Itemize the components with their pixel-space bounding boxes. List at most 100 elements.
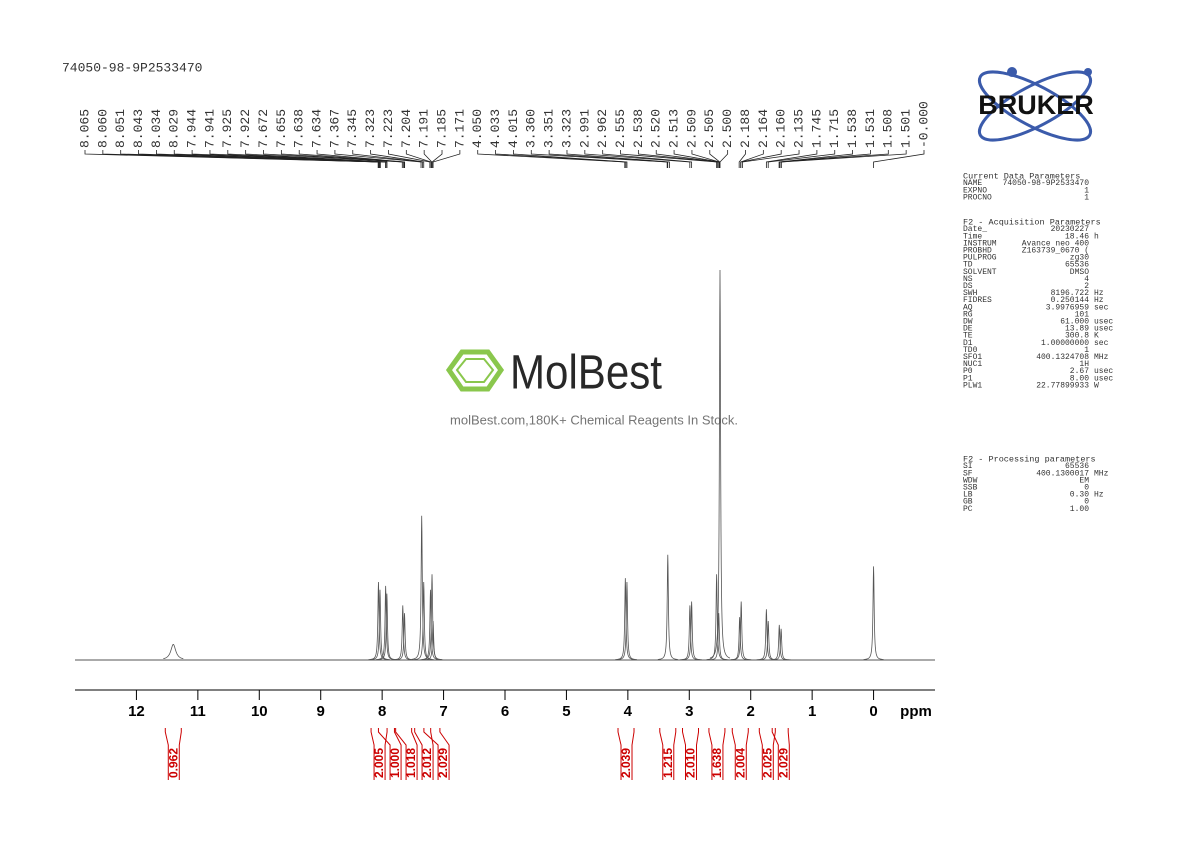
peak-label: 4.015	[506, 109, 521, 148]
peak-label: 8.029	[167, 109, 182, 148]
param-name: SWH	[963, 289, 978, 298]
peak-connector	[566, 150, 670, 168]
integral-label: 1.000	[388, 748, 402, 778]
integral-bracket	[731, 728, 749, 780]
param-value: zg30	[1070, 254, 1089, 263]
integral-label: 2.004	[733, 748, 747, 778]
peak-label: 2.991	[577, 109, 592, 148]
x-tick-label: 0	[869, 703, 877, 720]
peak-connector	[780, 150, 907, 168]
peak	[411, 515, 432, 660]
peak-label: -0.000	[916, 101, 931, 148]
peak-label: 2.135	[791, 109, 806, 148]
peak-label: 8.051	[113, 109, 128, 148]
peak-label: 7.191	[417, 109, 432, 148]
x-tick-label: 3	[685, 703, 693, 720]
integral-label: 2.029	[436, 748, 450, 778]
peak	[729, 617, 750, 661]
peak-connector	[316, 150, 406, 168]
peak-connector	[388, 150, 431, 168]
param-value: 65536	[1065, 261, 1089, 270]
param-name: PULPROG	[963, 254, 997, 263]
param-value: 0	[1084, 498, 1089, 507]
param-unit: K	[1094, 332, 1099, 341]
peak-label: 7.323	[363, 109, 378, 148]
x-tick-label: 10	[251, 703, 268, 720]
x-tick-label: 2	[747, 703, 755, 720]
peak-connector	[431, 150, 443, 168]
param-value: 0.30	[1070, 491, 1089, 500]
integral-bracket	[395, 728, 418, 780]
peak	[771, 628, 792, 661]
peak-connector	[548, 150, 669, 168]
param-name: P1	[963, 374, 973, 383]
param-unit: usec	[1094, 367, 1113, 376]
peak	[376, 593, 397, 661]
peak-connector	[779, 150, 871, 168]
param-name: SFO1	[963, 353, 982, 362]
param-value: 101	[1075, 310, 1090, 319]
peak	[731, 601, 752, 661]
integral-label: 2.039	[619, 748, 633, 778]
param-name: PROBHD	[963, 247, 992, 256]
integral-bracket	[682, 728, 700, 780]
param-value: 2	[1084, 282, 1089, 291]
param-value: 0	[1084, 484, 1089, 493]
peak-label: 7.185	[434, 109, 449, 148]
peak-connector	[280, 150, 404, 168]
peak-label: 7.171	[452, 109, 467, 148]
integral-bracket	[708, 728, 726, 780]
peak-label: 1.715	[827, 109, 842, 148]
peak-label: 8.065	[77, 109, 92, 148]
peak-connector	[477, 150, 626, 168]
peak-connector	[584, 150, 691, 168]
param-value: 18.46	[1065, 232, 1089, 241]
peak-connector	[709, 150, 721, 168]
param-unit: W	[1094, 381, 1099, 390]
peak-connector	[513, 150, 628, 168]
peak-connector	[530, 150, 668, 168]
x-tick-label: 8	[378, 703, 386, 720]
peak-connector	[173, 150, 381, 168]
param-value: Z163739_0670 (	[1022, 247, 1089, 256]
peak-connector	[334, 150, 422, 168]
peak-label: 2.160	[774, 109, 789, 148]
peak-connector	[370, 150, 425, 168]
param-value: 0.250144	[1051, 296, 1090, 305]
peak-connector	[637, 150, 719, 168]
integral-bracket	[758, 728, 776, 780]
bruker-logo: BRUKER	[977, 67, 1094, 142]
peak-label: 1.501	[899, 109, 914, 148]
peak-connector	[209, 150, 387, 168]
peak-label: 8.060	[95, 109, 110, 148]
peak-label: 2.188	[738, 109, 753, 148]
param-name: INSTRUM	[963, 239, 997, 248]
peak-connector	[352, 150, 423, 168]
integral-bracket	[164, 728, 182, 780]
x-axis-label: ppm	[900, 703, 932, 720]
param-name: SI	[963, 462, 973, 471]
peak-connector	[602, 150, 693, 168]
integral-bracket	[370, 728, 388, 780]
param-name: LB	[963, 491, 973, 500]
peak	[681, 601, 702, 661]
param-value: 400.1324708	[1036, 353, 1089, 362]
watermark: MolBest molBest.com,180K+ Chemical Reage…	[445, 347, 738, 427]
peak-label: 2.555	[613, 109, 628, 148]
peak-label: 2.509	[684, 109, 699, 148]
param-value: 1.00000000	[1041, 339, 1089, 348]
peak	[657, 554, 678, 660]
sample-title: 74050-98-9P2533470	[62, 60, 202, 75]
peak-label: 4.033	[488, 109, 503, 148]
peak-connector	[432, 150, 461, 168]
param-value: 8.00	[1070, 374, 1089, 383]
peak-label: 1.531	[863, 109, 878, 148]
param-heading: Current Data Parameters	[963, 171, 1080, 181]
integral-bracket	[377, 728, 402, 780]
param-name: NUC1	[963, 360, 982, 369]
param-name: WDW	[963, 476, 978, 485]
integral-label: 2.012	[420, 748, 434, 778]
integral-label: 2.029	[776, 748, 790, 778]
peak-label: 1.508	[881, 109, 896, 148]
